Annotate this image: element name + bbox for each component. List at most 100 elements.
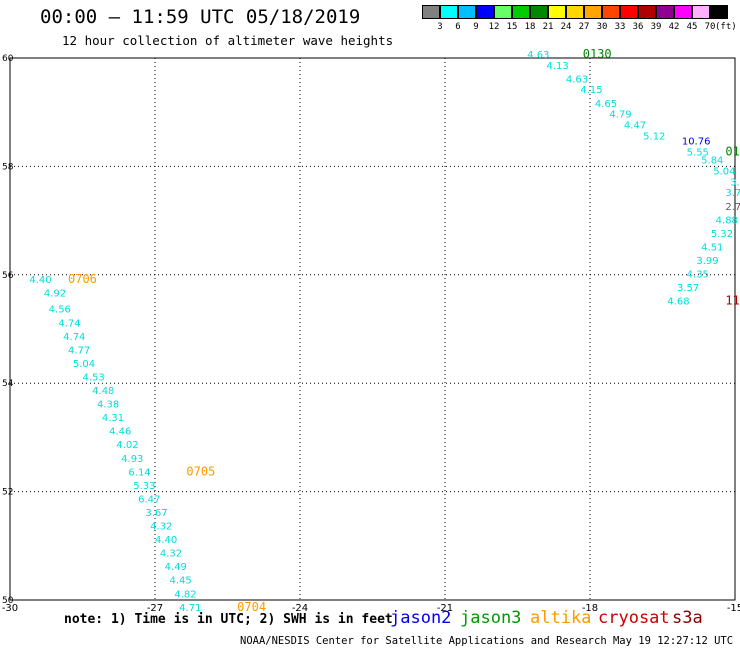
- page-title: 00:00 — 11:59 UTC 05/18/2019: [40, 6, 361, 28]
- wave-height-label: 3.79: [725, 188, 740, 199]
- wave-height-label: 4.88: [716, 215, 738, 226]
- wave-height-label: 4.38: [97, 400, 119, 411]
- x-tick-label: -27: [147, 603, 163, 614]
- colorbar-tick-label: 18: [524, 22, 536, 32]
- colorbar-swatch: [620, 5, 638, 19]
- y-tick-label: 50: [2, 596, 14, 606]
- wave-height-label: 4.49: [165, 562, 187, 573]
- x-tick-label: -15: [727, 603, 740, 614]
- colorbar-swatch: [656, 5, 674, 19]
- wave-height-label: 5.33: [133, 481, 155, 492]
- wave-height-label: 4.56: [49, 305, 71, 316]
- wave-height-label: 4.32: [160, 549, 182, 560]
- colorbar-swatch: [638, 5, 656, 19]
- colorbar-tick-label: 3: [437, 22, 443, 32]
- x-tick-label: -30: [2, 603, 18, 614]
- colorbar-tick-label: 33: [614, 22, 626, 32]
- wave-height-label: 5.12: [643, 131, 665, 142]
- wave-height-label: 4.92: [44, 288, 66, 299]
- credit-line: NOAA/NESDIS Center for Satellite Applica…: [240, 635, 740, 647]
- wave-height-label: 4.63: [527, 50, 549, 61]
- wave-height-label: 4.74: [58, 318, 80, 329]
- wave-height-label: 4.93: [121, 454, 143, 465]
- wave-height-label: 6.14: [128, 467, 150, 478]
- wave-height-label: 5.55: [687, 148, 709, 159]
- wave-height-label: 3.99: [696, 256, 718, 267]
- wave-height-label: 3.67: [145, 508, 167, 519]
- wave-height-label: 4.13: [547, 61, 569, 72]
- wave-height-label: 5.32: [711, 229, 733, 240]
- x-tick-label: -24: [292, 603, 308, 614]
- wave-height-label: 10.76: [682, 137, 711, 148]
- wave-height-label: 2.70: [725, 202, 740, 213]
- colorbar-tick-label: 9: [473, 22, 479, 32]
- wave-height-label: 4.32: [150, 522, 172, 533]
- wave-height-label: 4.45: [170, 576, 192, 587]
- colorbar-tick-label: 39: [650, 22, 662, 32]
- wave-height-label: 4.40: [155, 535, 177, 546]
- wave-height-label: 3.74: [730, 177, 740, 188]
- wave-height-label: 4.82: [174, 589, 196, 600]
- colorbar-tick-label: 6: [455, 22, 461, 32]
- colorbar-tick-label: 70: [704, 22, 716, 32]
- y-tick-label: 58: [2, 162, 14, 172]
- satellite-legend-item: jason3: [460, 608, 522, 628]
- x-tick-label: -18: [582, 603, 598, 614]
- wave-height-label: 6.47: [138, 494, 160, 505]
- y-tick-label: 52: [2, 488, 13, 498]
- wave-height-label: 4.47: [624, 120, 646, 131]
- colorbar-swatch: [692, 5, 710, 19]
- wave-height-label: 4.02: [116, 440, 138, 451]
- wave-height-label: 4.48: [92, 386, 114, 397]
- colorbar-tick-label: 45: [686, 22, 698, 32]
- colorbar-tick-label: 21: [542, 22, 554, 32]
- wave-height-label: 4.35: [687, 270, 709, 281]
- wave-height-label: 4.77: [68, 345, 90, 356]
- pass-time-label: 0705: [186, 464, 215, 478]
- wave-height-label: 4.71: [179, 603, 201, 614]
- colorbar-swatch: [530, 5, 548, 19]
- colorbar-swatch: [458, 5, 476, 19]
- wave-height-label: 4.79: [609, 110, 631, 121]
- colorbar-swatch: [440, 5, 458, 19]
- wave-height-label: 4.15: [580, 85, 602, 96]
- satellite-legend-item: altika: [530, 608, 592, 628]
- pass-time-label: 0131: [725, 145, 740, 159]
- satellite-legend-item: cryosat: [598, 608, 670, 628]
- colorbar-swatch: [494, 5, 512, 19]
- wave-height-label: 5.04: [713, 167, 735, 178]
- y-tick-label: 56: [2, 271, 14, 281]
- satellite-legend-item: s3a: [672, 608, 703, 628]
- wave-height-label: 5.84: [701, 156, 723, 167]
- colorbar-unit: (ft): [715, 22, 737, 32]
- wave-height-label: 4.74: [63, 332, 85, 343]
- wave-height-label: 5.04: [73, 359, 95, 370]
- x-tick-label: -21: [437, 603, 453, 614]
- wave-height-label: 4.46: [109, 427, 131, 438]
- wave-height-label: 4.63: [566, 74, 588, 85]
- wave-height-label: 4.31: [102, 413, 124, 424]
- pass-time-label: 0706: [68, 272, 97, 286]
- colorbar-swatch: [674, 5, 692, 19]
- colorbar-swatch: [476, 5, 494, 19]
- colorbar-swatch: [548, 5, 566, 19]
- colorbar-tick-label: 30: [596, 22, 608, 32]
- colorbar-swatch: [584, 5, 602, 19]
- colorbar-swatch: [566, 5, 584, 19]
- colorbar-swatch: [602, 5, 620, 19]
- colorbar-tick-label: 12: [488, 22, 500, 32]
- pass-time-label: 0130: [583, 47, 612, 61]
- colorbar-swatch: [512, 5, 530, 19]
- map-frame: [9, 57, 736, 601]
- satellite-legend-item: jason2: [390, 608, 452, 628]
- wave-height-label: 4.53: [83, 372, 105, 383]
- colorbar-tick-label: 36: [632, 22, 644, 32]
- page-subtitle: 12 hour collection of altimeter wave hei…: [62, 33, 394, 48]
- colorbar-tick-label: 24: [560, 22, 572, 32]
- wave-height-label: 4.68: [667, 297, 689, 308]
- colorbar-tick-label: 42: [668, 22, 680, 32]
- colorbar-tick-label: 27: [578, 22, 590, 32]
- colorbar-swatch: [710, 5, 728, 19]
- pass-time-label: 0704: [237, 600, 266, 614]
